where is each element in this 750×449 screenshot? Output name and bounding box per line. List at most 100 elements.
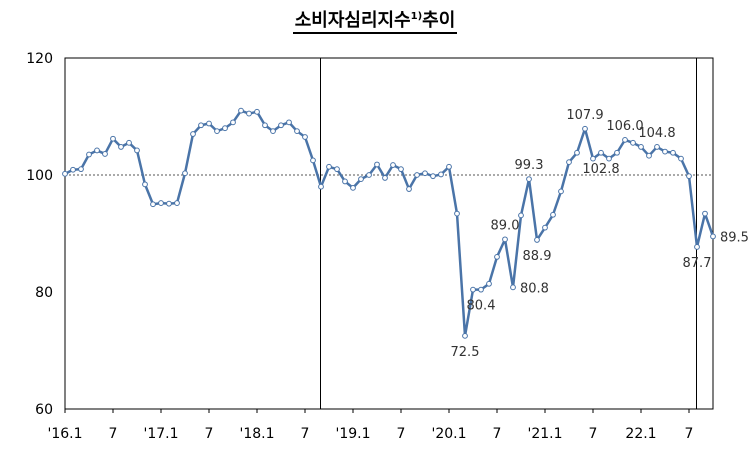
data-point — [286, 119, 292, 126]
data-label: 87.7 — [683, 256, 712, 271]
data-label: 88.9 — [523, 249, 552, 264]
data-point — [662, 148, 668, 155]
data-point — [318, 183, 324, 190]
y-tick-label: 60 — [35, 402, 53, 418]
data-point — [206, 120, 212, 127]
data-point — [606, 155, 612, 162]
x-tick-label: 7 — [397, 426, 406, 442]
data-point — [454, 210, 460, 217]
x-tick-label: '17.1 — [143, 426, 178, 442]
data-point — [278, 122, 284, 129]
data-label: 104.8 — [638, 126, 675, 141]
data-point — [694, 244, 700, 250]
data-point — [214, 128, 220, 135]
data-point — [422, 170, 428, 177]
data-point — [62, 170, 68, 177]
title-main: 소비자심리지수 — [294, 10, 411, 31]
data-point — [598, 149, 604, 156]
data-point — [686, 173, 692, 180]
data-point — [534, 237, 540, 243]
data-point — [590, 155, 596, 162]
x-tick-label: 7 — [493, 426, 502, 442]
data-point — [414, 172, 420, 178]
series-line — [64, 109, 715, 338]
data-point — [222, 125, 228, 132]
data-point — [238, 107, 244, 114]
x-tick-label: 7 — [301, 426, 310, 442]
data-point — [118, 144, 124, 150]
data-label: 99.3 — [515, 158, 544, 173]
data-label: 89.5 — [720, 230, 749, 245]
data-point — [334, 166, 340, 173]
data-point — [406, 186, 412, 192]
x-tick-label: '16.1 — [47, 426, 82, 442]
data-point — [302, 134, 308, 140]
data-point — [86, 151, 92, 158]
x-tick-label: 22.1 — [625, 426, 656, 442]
data-point — [326, 163, 332, 170]
data-point — [262, 122, 268, 129]
y-tick-label: 80 — [35, 285, 53, 301]
x-tick-label: 7 — [589, 426, 598, 442]
plot-frame — [64, 57, 714, 410]
data-point — [174, 200, 180, 206]
data-point — [574, 149, 580, 156]
data-point — [398, 166, 404, 173]
x-tick-label: '20.1 — [431, 426, 466, 442]
data-point — [702, 210, 708, 217]
y-tick-label: 120 — [26, 51, 53, 67]
data-point — [486, 280, 492, 287]
data-point — [462, 332, 468, 339]
data-point — [622, 137, 628, 143]
data-point — [382, 175, 388, 181]
data-point — [102, 151, 108, 157]
data-label: 80.8 — [520, 281, 549, 296]
data-point — [294, 128, 300, 135]
data-point — [670, 149, 676, 156]
data-point — [350, 184, 356, 191]
data-point — [270, 128, 276, 135]
data-point — [366, 172, 372, 178]
data-label: 106.0 — [606, 119, 643, 134]
data-point — [710, 233, 716, 240]
data-point — [438, 171, 444, 178]
data-point — [582, 125, 588, 132]
title-suffix: 추이 — [422, 10, 456, 31]
data-point — [566, 159, 572, 166]
title-footnote-mark: 1) — [410, 11, 423, 22]
data-point — [310, 157, 316, 164]
data-point — [550, 211, 556, 218]
data-point — [70, 166, 76, 173]
data-point — [142, 181, 148, 188]
data-point — [494, 254, 500, 260]
data-point — [190, 131, 196, 137]
data-point — [358, 176, 364, 182]
x-tick-label: 7 — [109, 426, 118, 442]
data-point — [630, 139, 636, 146]
data-point — [150, 201, 156, 208]
data-label: 72.5 — [451, 345, 480, 360]
data-label: 107.9 — [566, 108, 603, 123]
data-point — [134, 147, 140, 154]
data-point — [198, 122, 204, 129]
data-point — [390, 162, 396, 168]
data-point — [254, 108, 260, 115]
data-point — [430, 173, 436, 180]
x-tick-label: 7 — [205, 426, 214, 442]
data-point — [654, 144, 660, 150]
data-point — [374, 161, 380, 168]
y-tick-label: 100 — [26, 168, 53, 184]
data-point — [558, 188, 564, 195]
data-point — [78, 166, 84, 173]
data-point — [502, 236, 508, 243]
data-point — [246, 110, 252, 117]
data-point — [94, 147, 100, 154]
data-point — [678, 155, 684, 162]
x-tick-label: 7 — [685, 426, 694, 442]
data-label: 102.8 — [582, 162, 619, 177]
data-point — [446, 163, 452, 170]
x-tick-label: '18.1 — [239, 426, 274, 442]
data-point — [126, 139, 132, 146]
data-point — [614, 149, 620, 156]
